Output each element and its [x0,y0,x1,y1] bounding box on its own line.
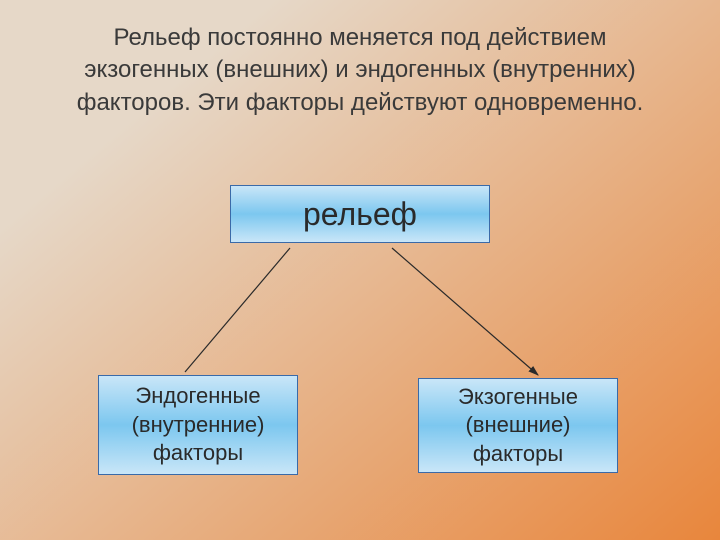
left-node-line1: Эндогенные [135,383,260,408]
right-node-exogenous: Экзогенные (внешние) факторы [418,378,618,473]
left-node-line3: факторы [153,440,243,465]
left-node-endogenous: Эндогенные (внутренние) факторы [98,375,298,475]
edge-to-left [185,248,290,372]
right-node-line2: (внешние) [465,412,570,437]
right-node-line3: факторы [473,441,563,466]
slide-content: Рельеф постоянно меняется под действием … [0,0,720,540]
top-node-label: рельеф [303,196,417,233]
top-node-relief: рельеф [230,185,490,243]
left-node-label: Эндогенные (внутренние) факторы [132,382,265,468]
description-text: Рельеф постоянно меняется под действием … [50,22,670,119]
right-node-line1: Экзогенные [458,384,578,409]
description-text-span: Рельеф постоянно меняется под действием … [77,24,644,116]
edge-to-right [392,248,538,375]
left-node-line2: (внутренние) [132,412,265,437]
right-node-label: Экзогенные (внешние) факторы [458,383,578,469]
